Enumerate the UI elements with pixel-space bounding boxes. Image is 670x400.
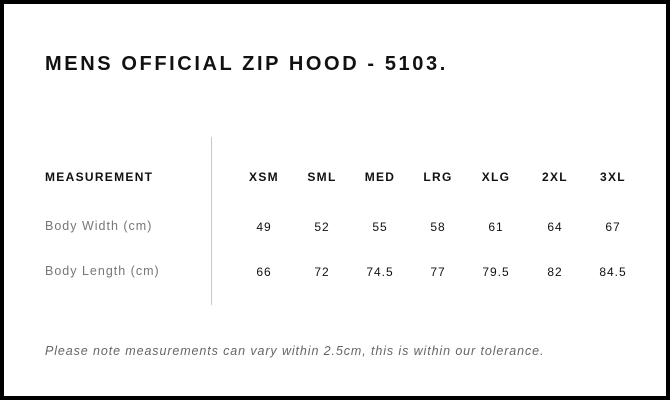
table-cell: 84.5 [599,265,627,279]
table-cell: 49 [256,220,272,234]
table-cell: 52 [314,220,330,234]
row-label: Body Width (cm) [45,219,153,233]
size-header-sml: SML [307,170,337,184]
table-cell: 74.5 [366,265,394,279]
size-header-2xl: 2XL [542,170,568,184]
table-cell: 61 [488,220,504,234]
measurement-header: MEASUREMENT [45,170,154,184]
table-cell: 82 [547,265,563,279]
table-cell: 77 [430,265,446,279]
table-cell: 55 [372,220,388,234]
row-label: Body Length (cm) [45,264,160,278]
size-header-lrg: LRG [423,170,453,184]
table-cell: 67 [605,220,621,234]
tolerance-note: Please note measurements can vary within… [45,344,545,358]
table-cell: 58 [430,220,446,234]
size-header-xlg: XLG [481,170,511,184]
page-title: MENS OFFICIAL ZIP HOOD - 5103. [45,53,448,75]
size-header-3xl: 3XL [600,170,626,184]
table-cell: 72 [314,265,330,279]
table-cell: 64 [547,220,563,234]
size-chart-card: MENS OFFICIAL ZIP HOOD - 5103. MEASUREME… [4,4,666,396]
table-cell: 79.5 [482,265,510,279]
size-header-xsm: XSM [249,170,279,184]
column-divider [211,137,212,305]
table-cell: 66 [256,265,272,279]
size-header-med: MED [364,170,396,184]
